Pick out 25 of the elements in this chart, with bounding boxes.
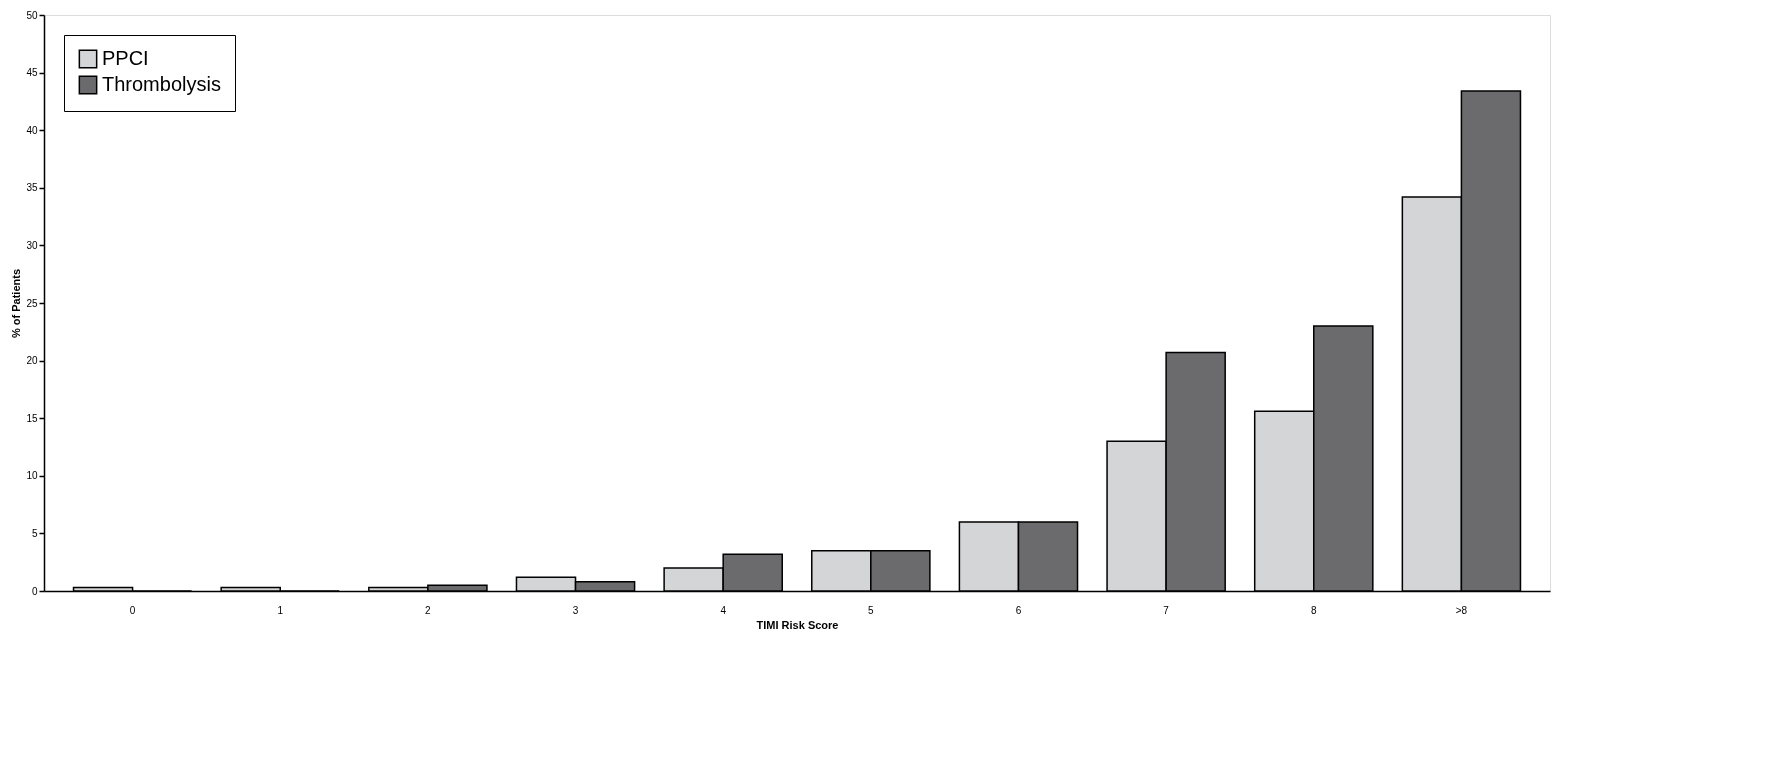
y-tick-label: 30 bbox=[26, 239, 38, 251]
x-tick-label: 8 bbox=[1310, 604, 1317, 616]
y-tick-label: 5 bbox=[31, 527, 38, 539]
y-tick-label: 0 bbox=[31, 585, 38, 597]
x-tick-label: 3 bbox=[572, 604, 579, 616]
x-tick-label: >8 bbox=[1455, 604, 1468, 616]
y-tick-label: 50 bbox=[26, 9, 38, 21]
x-tick-label: 7 bbox=[1163, 604, 1170, 616]
y-tick-label: 10 bbox=[26, 470, 38, 482]
x-tick-label: 6 bbox=[1015, 604, 1022, 616]
y-tick-label: 25 bbox=[26, 297, 38, 309]
x-axis-title: TIMI Risk Score bbox=[756, 618, 839, 631]
legend-label: Thrombolysis bbox=[102, 73, 221, 95]
x-tick-label: 1 bbox=[277, 604, 284, 616]
y-tick-label: 15 bbox=[26, 412, 38, 424]
y-axis-title: % of Patients bbox=[10, 268, 23, 339]
x-tick-label: 0 bbox=[129, 604, 136, 616]
y-tick-label: 40 bbox=[26, 124, 38, 136]
x-tick-label: 5 bbox=[868, 604, 875, 616]
x-tick-label: 4 bbox=[720, 604, 727, 616]
y-tick-label: 35 bbox=[26, 182, 38, 194]
y-tick-label: 45 bbox=[26, 67, 38, 79]
y-tick-label: 20 bbox=[26, 355, 38, 367]
x-tick-label: 2 bbox=[425, 604, 432, 616]
legend-label: PPCI bbox=[102, 47, 149, 69]
